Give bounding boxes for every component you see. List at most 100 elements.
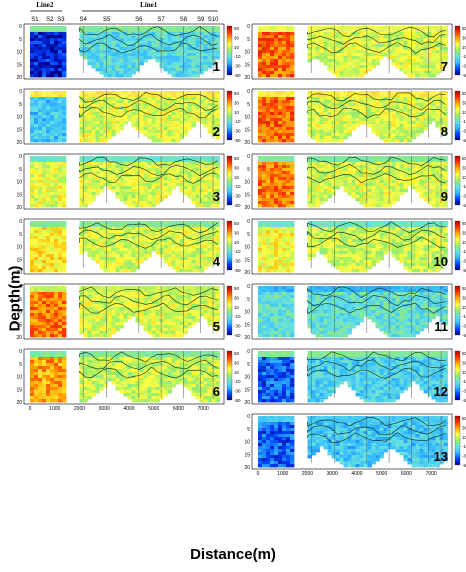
data-cell <box>347 44 352 48</box>
data-cell <box>207 322 212 326</box>
data-cell <box>167 325 172 329</box>
data-cell <box>187 56 192 60</box>
data-cell <box>343 62 348 66</box>
data-cell <box>115 97 120 101</box>
data-cell <box>95 29 100 33</box>
data-cell <box>30 319 35 323</box>
data-cell <box>151 162 156 166</box>
data-cell <box>175 221 180 225</box>
data-cell <box>207 387 212 391</box>
data-cell <box>143 180 148 184</box>
data-cell <box>54 156 59 160</box>
contour-line <box>79 237 218 249</box>
data-cell <box>319 32 324 36</box>
data-cell <box>155 156 160 160</box>
data-cell <box>99 124 104 128</box>
data-cell <box>323 35 328 39</box>
data-cell <box>107 325 112 329</box>
data-cell <box>319 41 324 45</box>
data-cell <box>87 162 92 166</box>
data-cell <box>343 32 348 36</box>
data-cell <box>38 65 43 69</box>
data-cell <box>135 396 140 400</box>
data-cell <box>203 195 208 199</box>
data-cell <box>211 254 216 258</box>
data-cell <box>363 56 368 60</box>
colorbar-tick-label: 10 <box>234 370 240 375</box>
data-cell <box>99 378 104 382</box>
data-cell <box>139 248 144 252</box>
data-cell <box>34 47 39 51</box>
data-cell <box>139 257 144 261</box>
data-cell <box>323 59 328 63</box>
data-cell <box>38 139 43 143</box>
data-cell <box>395 32 400 36</box>
data-cell <box>50 307 55 311</box>
data-cell <box>351 29 356 33</box>
data-cell <box>107 269 112 273</box>
data-cell <box>62 224 67 228</box>
data-cell <box>155 319 160 323</box>
data-cell <box>46 230 51 234</box>
data-cell <box>62 100 67 104</box>
data-cell <box>274 26 279 30</box>
data-cell <box>207 384 212 388</box>
data-cell <box>79 245 84 249</box>
data-cell <box>83 171 88 175</box>
data-cell <box>343 50 348 54</box>
data-cell <box>58 192 63 196</box>
data-cell <box>46 292 51 296</box>
data-cell <box>79 174 84 178</box>
data-cell <box>199 257 204 261</box>
data-cell <box>42 62 47 66</box>
data-cell <box>99 121 104 125</box>
data-cell <box>355 41 360 45</box>
data-cell <box>187 269 192 273</box>
data-cell <box>159 363 164 367</box>
data-cell <box>79 301 84 305</box>
data-cell <box>195 97 200 101</box>
data-cell <box>151 195 156 199</box>
data-cell <box>99 133 104 137</box>
data-cell <box>163 35 168 39</box>
data-cell <box>42 242 47 246</box>
data-cell <box>343 26 348 30</box>
data-cell <box>319 29 324 33</box>
data-cell <box>175 26 180 30</box>
data-cell <box>183 328 188 332</box>
data-cell <box>34 334 39 338</box>
data-cell <box>54 269 59 273</box>
data-cell <box>175 65 180 69</box>
data-cell <box>30 165 35 169</box>
data-cell <box>258 115 263 119</box>
data-cell <box>163 32 168 36</box>
data-cell <box>191 91 196 95</box>
data-cell <box>38 162 43 166</box>
data-cell <box>95 38 100 42</box>
x-tick-label: 5000 <box>148 406 159 412</box>
data-cell <box>38 351 43 355</box>
data-cell <box>215 109 220 113</box>
data-cell <box>159 44 164 48</box>
data-cell <box>50 177 55 181</box>
data-cell <box>111 94 116 98</box>
data-cell <box>175 109 180 113</box>
colorbar-tick-label: 50 <box>234 91 240 96</box>
data-cell <box>34 298 39 302</box>
data-cell <box>111 263 116 267</box>
data-cell <box>131 387 136 391</box>
data-cell <box>46 136 51 140</box>
data-cell <box>179 26 184 30</box>
y-tick-label: 20 <box>244 75 250 81</box>
data-cell <box>159 103 164 107</box>
data-cell <box>167 94 172 98</box>
data-cell <box>62 68 67 72</box>
data-cell <box>187 171 192 175</box>
data-cell <box>282 65 287 69</box>
data-cell <box>339 53 344 57</box>
data-cell <box>50 387 55 391</box>
data-cell <box>215 156 220 160</box>
data-cell <box>79 292 84 296</box>
data-cell <box>335 56 340 60</box>
data-cell <box>131 375 136 379</box>
